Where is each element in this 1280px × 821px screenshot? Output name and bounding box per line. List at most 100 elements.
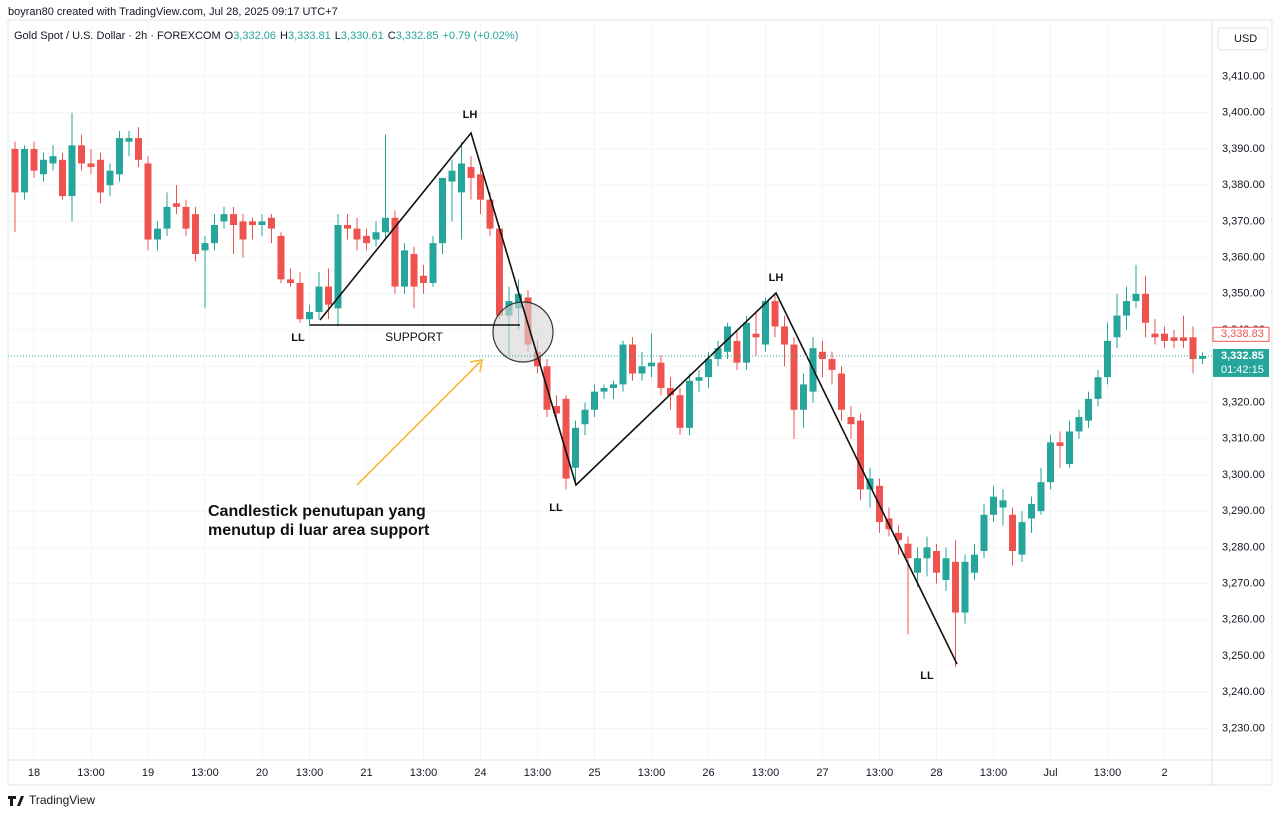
- candle-body: [296, 282, 304, 320]
- candle-body: [420, 275, 427, 283]
- price-marker-label: 3,332.85: [1221, 350, 1264, 362]
- price-marker-label: 3,338.83: [1221, 328, 1264, 340]
- legend-key: O: [225, 30, 234, 42]
- candle-body: [1189, 337, 1197, 360]
- candle-body: [391, 217, 399, 287]
- legend-value: 3,332.85: [396, 30, 439, 42]
- x-tick-label: 19: [142, 767, 154, 779]
- x-tick-label: 25: [588, 767, 600, 779]
- candle-body: [591, 391, 598, 410]
- x-tick-label: 13:00: [752, 767, 780, 779]
- candle-body: [30, 148, 38, 171]
- brand-logo: [8, 796, 24, 806]
- y-tick-label: 3,410.00: [1222, 70, 1265, 82]
- candle-body: [268, 217, 275, 229]
- candle-body: [353, 228, 361, 240]
- candle-body: [192, 214, 199, 254]
- trend-line: [319, 131, 958, 665]
- candle-body: [619, 344, 627, 385]
- candle-body: [714, 348, 722, 360]
- candle-body: [106, 170, 114, 186]
- symbol-title: Gold Spot / U.S. Dollar · 2h · FOREXCOM: [14, 30, 221, 42]
- y-tick-label: 3,240.00: [1222, 686, 1265, 698]
- candle-body: [819, 351, 826, 360]
- annotation: LL: [549, 502, 563, 514]
- y-tick-label: 3,250.00: [1222, 650, 1265, 662]
- candle-body: [78, 145, 85, 164]
- candle-body: [838, 373, 845, 410]
- y-tick-label: 3,270.00: [1222, 578, 1265, 590]
- candle-body: [1161, 333, 1168, 341]
- candle-body: [382, 217, 389, 233]
- candle-body: [1018, 522, 1026, 555]
- y-tick-label: 3,300.00: [1222, 469, 1265, 481]
- x-tick-label: 13:00: [410, 767, 438, 779]
- y-tick-label: 3,260.00: [1222, 614, 1265, 626]
- y-tick-label: 3,370.00: [1222, 215, 1265, 227]
- price-marker-countdown: 01:42:15: [1221, 364, 1264, 376]
- candle-body: [1123, 301, 1130, 316]
- candle-body: [1113, 315, 1121, 338]
- candle-body: [1009, 514, 1016, 552]
- candle-body: [97, 159, 104, 193]
- candle-body: [790, 344, 798, 410]
- candle-body: [553, 406, 560, 414]
- candle-body: [828, 359, 836, 370]
- candle-body: [771, 301, 779, 327]
- candle-body: [933, 551, 940, 573]
- x-tick-label: 2: [1161, 767, 1167, 779]
- candle-body: [1170, 337, 1178, 341]
- candle-body: [410, 253, 418, 287]
- x-tick-label: 28: [930, 767, 942, 779]
- y-tick-label: 3,390.00: [1222, 143, 1265, 155]
- candle-body: [11, 148, 19, 193]
- candle-body: [87, 163, 95, 168]
- candle-body: [1104, 340, 1111, 378]
- candle-body: [847, 416, 855, 425]
- candle-body: [220, 214, 228, 222]
- candle-body: [1075, 416, 1083, 432]
- candle-body: [667, 388, 674, 396]
- x-tick-label: 13:00: [980, 767, 1008, 779]
- candle-body: [230, 214, 237, 226]
- annotation: LL: [920, 670, 934, 682]
- x-tick-label: 18: [28, 767, 40, 779]
- candle-body: [344, 225, 351, 229]
- candle-body: [173, 203, 180, 207]
- x-tick-label: 13:00: [866, 767, 894, 779]
- candle-body: [477, 174, 484, 200]
- x-tick-label: 20: [256, 767, 268, 779]
- highlight-circle: [492, 301, 554, 363]
- candle-body: [999, 500, 1007, 508]
- x-tick-label: 13:00: [191, 767, 219, 779]
- candle-body: [201, 243, 209, 251]
- currency[interactable]: USD: [1234, 33, 1257, 45]
- candle-body: [325, 286, 332, 305]
- candle-body: [657, 362, 665, 389]
- y-tick-label: 3,400.00: [1222, 107, 1265, 119]
- candle-body: [1151, 333, 1159, 338]
- candle-body: [1047, 442, 1054, 483]
- candle-body: [1066, 431, 1073, 465]
- candle-body: [163, 206, 171, 229]
- candle-body: [239, 221, 247, 240]
- legend-value: 3,330.61: [341, 30, 384, 42]
- arrow-head: [469, 359, 483, 373]
- candle-body: [980, 514, 988, 552]
- candle-body: [135, 138, 142, 160]
- candle-body: [401, 250, 408, 287]
- legend-key: L: [335, 30, 341, 42]
- candle-body: [154, 228, 161, 240]
- x-tick-label: 13:00: [1094, 767, 1122, 779]
- price-marker-box: [1213, 348, 1269, 377]
- candle-body: [1132, 293, 1140, 302]
- drawings: LH LL SUPPORT LL LH LL Candlestick penut…: [208, 109, 958, 682]
- candle-body: [990, 496, 997, 515]
- brand-icon: [8, 796, 24, 806]
- annotation: LL: [291, 332, 305, 344]
- y-tick-label: 3,310.00: [1222, 433, 1265, 445]
- y-tick-label: 3,380.00: [1222, 179, 1265, 191]
- x-tick-label: 13:00: [296, 767, 324, 779]
- annotation-text: Candlestick penutupan yang: [208, 503, 426, 520]
- currency-box[interactable]: [1217, 27, 1269, 51]
